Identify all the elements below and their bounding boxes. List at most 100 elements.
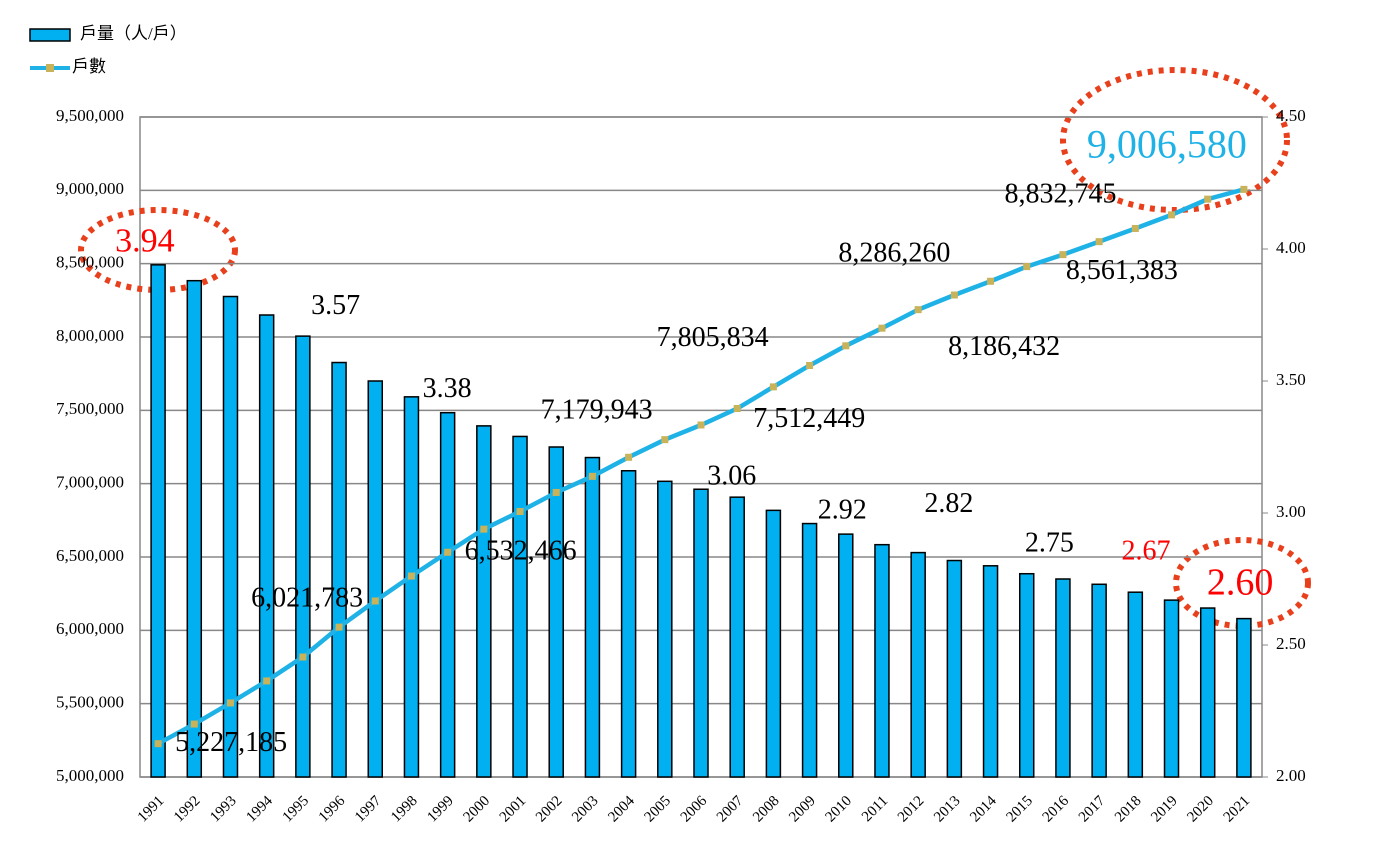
line-marker — [407, 572, 415, 580]
legend: 戶量（人/戶） 戶數 — [29, 24, 187, 76]
bar — [1127, 591, 1144, 778]
line-marker — [552, 488, 560, 496]
x-tick-label: 2001 — [497, 793, 530, 826]
x-tick-label: 2017 — [1076, 793, 1109, 826]
bar — [620, 470, 637, 778]
x-tick-label: 2011 — [859, 793, 891, 825]
x-tick-label: 2009 — [786, 793, 819, 826]
bar — [1199, 607, 1216, 778]
data-label: 2.60 — [1207, 561, 1274, 603]
data-label: 2.92 — [818, 495, 867, 526]
x-tick-label: 2007 — [714, 793, 747, 826]
y2-tick-label: 2.00 — [1276, 766, 1306, 785]
y-tick-label: 6,000,000 — [56, 619, 124, 638]
x-tick-label: 1991 — [135, 793, 168, 826]
bar — [258, 314, 275, 778]
bar — [838, 533, 854, 778]
bar — [403, 396, 420, 778]
x-tick-label: 2021 — [1221, 793, 1254, 826]
line-marker — [1204, 195, 1212, 203]
x-tick-label: 1996 — [316, 793, 349, 826]
y2-tick-label: 2.50 — [1276, 634, 1306, 653]
line-marker — [335, 623, 343, 631]
bar — [1018, 572, 1035, 778]
legend-label: 戶數 — [72, 57, 106, 76]
line-marker — [914, 306, 922, 314]
bar — [476, 425, 492, 778]
legend-marker — [46, 64, 54, 72]
bar — [657, 480, 673, 778]
bar — [910, 551, 926, 778]
highlight-ovals — [78, 67, 1311, 629]
highlight-oval — [78, 207, 238, 293]
x-tick-label: 1994 — [243, 793, 276, 826]
y2-tick-label: 3.50 — [1276, 370, 1306, 389]
bar — [584, 456, 601, 778]
line-marker — [661, 436, 669, 444]
line-marker — [444, 548, 452, 556]
line-marker — [769, 383, 777, 391]
data-label: 7,512,449 — [753, 403, 865, 434]
line-marker — [697, 421, 705, 429]
data-label: 8,286,260 — [838, 237, 950, 268]
y-tick-label: 9,500,000 — [56, 106, 124, 125]
x-tick-label: 1992 — [171, 793, 204, 826]
legend-label: 戶量（人/戶） — [80, 24, 187, 43]
y-tick-label: 7,000,000 — [56, 473, 124, 492]
bar — [331, 361, 347, 778]
x-tick-label: 1995 — [280, 793, 313, 826]
bar — [946, 559, 963, 778]
data-label: 2.82 — [924, 488, 973, 519]
x-tick-label: 2014 — [967, 793, 1000, 826]
data-label: 7,805,834 — [657, 322, 769, 353]
bar — [222, 295, 239, 778]
data-label: 8,561,383 — [1066, 255, 1178, 286]
data-label: 2.75 — [1025, 527, 1074, 558]
x-tick-label: 2013 — [931, 793, 964, 826]
line-marker — [516, 508, 524, 516]
line-marker — [299, 653, 307, 661]
line-marker — [1240, 185, 1248, 193]
data-label: 5,227,185 — [175, 727, 287, 758]
line-marker — [1095, 238, 1103, 246]
x-tick-label: 2006 — [678, 793, 711, 826]
x-tick-label: 2004 — [605, 793, 638, 826]
bar — [729, 496, 745, 778]
x-tick-label: 2019 — [1148, 793, 1181, 826]
x-tick-label: 2010 — [823, 793, 856, 826]
line-marker — [371, 597, 379, 605]
data-label: 3.57 — [311, 290, 360, 321]
x-tick-label: 2000 — [461, 793, 494, 826]
y-tick-label: 7,500,000 — [56, 399, 124, 418]
data-label: 7,179,943 — [541, 395, 653, 426]
x-tick-label: 1998 — [388, 793, 421, 826]
bar — [765, 509, 782, 778]
line-marker — [1023, 263, 1031, 271]
line-marker — [226, 699, 234, 707]
y2-tick-label: 3.00 — [1276, 502, 1306, 521]
data-label: 6,532,466 — [465, 536, 577, 567]
x-tick-label: 2008 — [750, 793, 783, 826]
bar — [1163, 599, 1180, 778]
bar — [874, 543, 890, 778]
x-tick-label: 1999 — [424, 793, 457, 826]
y-tick-label: 6,500,000 — [56, 546, 124, 565]
bar — [1091, 583, 1107, 778]
line-marker — [1059, 251, 1067, 259]
bar — [801, 522, 818, 778]
bar — [439, 411, 456, 778]
line-marker — [806, 361, 814, 369]
data-label: 2.67 — [1122, 536, 1171, 567]
x-tick-label: 2012 — [895, 793, 928, 826]
bar — [693, 488, 709, 778]
x-tick-label: 2002 — [533, 793, 566, 826]
y-tick-label: 8,000,000 — [56, 326, 124, 345]
line-marker — [263, 677, 271, 685]
legend-swatch — [29, 28, 71, 42]
line-marker — [987, 277, 995, 285]
x-tick-label: 2003 — [569, 793, 602, 826]
x-tick-label: 2015 — [1003, 793, 1036, 826]
line-marker — [1131, 224, 1139, 232]
line-marker — [480, 525, 488, 533]
y-tick-label: 5,000,000 — [56, 766, 124, 785]
